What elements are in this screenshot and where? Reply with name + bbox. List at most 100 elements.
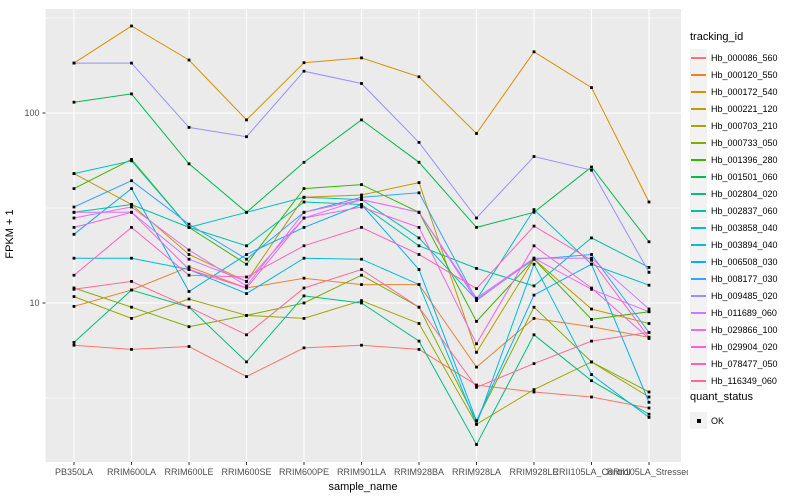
legend-title-tracking-id: tracking_id xyxy=(690,31,744,43)
data-point xyxy=(360,195,363,199)
legend-label: Hb_001501_060 xyxy=(711,171,778,182)
data-point xyxy=(187,126,191,129)
legend-color-line-icon xyxy=(691,312,706,315)
data-point xyxy=(130,179,133,183)
data-point xyxy=(302,187,306,190)
data-point xyxy=(187,345,191,348)
data-point xyxy=(72,172,76,175)
data-point xyxy=(417,160,421,164)
data-point xyxy=(532,333,536,337)
legend-label: Hb_000703_210 xyxy=(711,120,778,131)
data-point xyxy=(590,86,593,89)
data-point xyxy=(647,310,651,314)
data-point xyxy=(647,240,651,244)
data-point xyxy=(360,205,363,209)
data-point xyxy=(532,208,536,211)
legend-item: Hb_078477_050 xyxy=(690,355,778,373)
legend-key xyxy=(690,253,707,271)
data-point xyxy=(302,276,306,280)
legend-label: Hb_006508_030 xyxy=(711,257,778,268)
data-point xyxy=(72,61,76,65)
legend-title-quant-status: quant_status xyxy=(690,391,753,403)
legend-item: Hb_029904_020 xyxy=(690,338,778,356)
data-point xyxy=(475,350,478,354)
data-point xyxy=(647,335,651,339)
data-point xyxy=(302,61,306,65)
legend-color-line-icon xyxy=(691,158,706,161)
data-point xyxy=(590,339,593,343)
data-point xyxy=(647,416,651,419)
data-point xyxy=(475,365,478,369)
legend-item: Hb_000086_560 xyxy=(690,49,778,66)
data-point xyxy=(475,132,478,135)
data-point xyxy=(130,159,133,163)
data-point xyxy=(532,305,536,309)
data-point xyxy=(532,210,536,214)
legend-label: Hb_002837_060 xyxy=(711,205,778,216)
legend-panel: tracking_id Hb_000086_560 Hb_000120_550 Hb… xyxy=(690,0,800,500)
data-point xyxy=(72,210,76,214)
legend-key xyxy=(690,185,707,203)
plot-area: 100 10 PB350LA RRIM600LA RRIM600LE RRIM600SE R… xyxy=(24,9,688,477)
data-point xyxy=(245,275,248,279)
legend-item: Hb_000733_050 xyxy=(690,134,778,152)
data-point xyxy=(475,287,478,290)
legend-key xyxy=(690,236,707,254)
data-point xyxy=(72,305,76,308)
data-point xyxy=(187,222,191,226)
legend-label: Hb_001396_280 xyxy=(711,154,778,165)
legend-label: Hb_009485_020 xyxy=(711,291,778,302)
ok-point-icon xyxy=(696,418,701,423)
x-axis-title: sample_name xyxy=(328,481,398,493)
data-point xyxy=(360,301,363,305)
data-point xyxy=(360,268,363,271)
data-point xyxy=(647,331,651,334)
data-point xyxy=(72,343,76,347)
legend-item: Hb_000120_550 xyxy=(690,66,778,84)
legend-item: Hb_003894_040 xyxy=(690,236,778,254)
legend-color-line-icon xyxy=(691,227,706,229)
data-point xyxy=(72,295,76,298)
data-point xyxy=(417,322,421,325)
legend-key xyxy=(690,168,707,186)
legend-color-line-icon xyxy=(691,124,706,127)
legend-item: Hb_011689_060 xyxy=(690,304,777,322)
y-axis-title: FPKM + 1 xyxy=(4,209,16,259)
data-point xyxy=(417,283,421,286)
data-point xyxy=(475,342,478,346)
legend-key xyxy=(690,270,707,288)
data-point xyxy=(532,388,536,391)
data-point xyxy=(532,362,536,365)
legend-color-line-icon xyxy=(691,380,706,383)
data-point xyxy=(647,395,651,399)
legend-color-line-icon xyxy=(691,295,706,298)
data-point xyxy=(302,216,306,220)
data-point xyxy=(590,258,593,262)
data-point xyxy=(245,244,248,248)
data-point xyxy=(360,257,363,261)
data-point xyxy=(590,256,593,260)
legend-color-line-icon xyxy=(691,278,706,281)
legend-key xyxy=(690,287,707,305)
data-point xyxy=(302,301,306,305)
y-tick-label: 10 xyxy=(29,298,39,308)
data-point xyxy=(245,333,248,337)
data-point xyxy=(130,203,133,206)
legend-key xyxy=(690,338,707,356)
legend-color-line-icon xyxy=(691,244,706,247)
data-point xyxy=(302,210,306,214)
data-point xyxy=(130,24,133,28)
legend-label: Hb_003894_040 xyxy=(711,240,778,251)
data-point xyxy=(302,286,306,290)
data-point xyxy=(360,82,363,85)
legend-item: Hb_000172_540 xyxy=(690,83,778,101)
legend-label: Hb_000221_120 xyxy=(711,103,778,114)
data-point xyxy=(302,195,306,199)
legend-color-line-icon xyxy=(691,56,706,59)
legend-item: Hb_001396_280 xyxy=(690,151,778,169)
data-point xyxy=(187,253,191,256)
data-point xyxy=(475,320,478,323)
data-point xyxy=(590,165,593,169)
legend-item: Hb_000703_210 xyxy=(690,117,778,135)
legend-key xyxy=(690,100,707,118)
